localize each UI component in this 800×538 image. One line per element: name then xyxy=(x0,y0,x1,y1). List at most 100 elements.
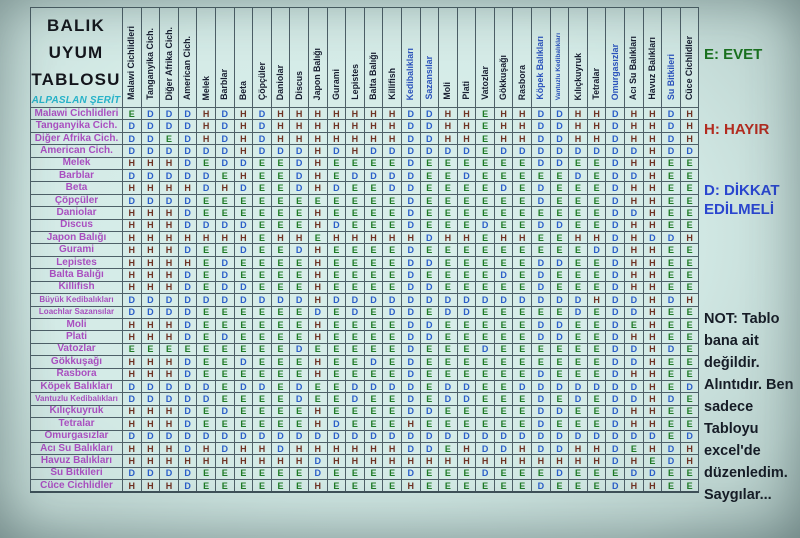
matrix-cell: E xyxy=(419,379,440,394)
matrix-cell: H xyxy=(363,454,384,468)
col-header-label: Acı Su Balıkları xyxy=(628,35,639,100)
matrix-cell: E xyxy=(345,156,365,171)
col-header-label: Daniolar xyxy=(275,64,286,100)
matrix-cell: E xyxy=(233,330,254,344)
matrix-cell: E xyxy=(419,305,440,319)
matrix-cell: D xyxy=(196,379,216,394)
matrix-cell: E xyxy=(586,466,607,481)
matrix-cell: D xyxy=(177,293,198,307)
matrix-cell: E xyxy=(382,193,402,208)
matrix-cell: E xyxy=(512,218,533,233)
matrix-cell: E xyxy=(289,367,309,381)
matrix-cell: E xyxy=(493,466,514,481)
matrix-cell: E xyxy=(456,330,477,344)
matrix-cell: E xyxy=(512,342,533,357)
col-header-label: Su Bitkileri xyxy=(665,54,676,100)
matrix-cell: H xyxy=(233,454,254,468)
matrix-cell: H xyxy=(512,231,533,245)
matrix-cell: D xyxy=(177,243,198,257)
matrix-cell: E xyxy=(326,355,347,369)
matrix-cell: E xyxy=(214,169,235,183)
matrix-cell: E xyxy=(419,243,440,257)
matrix-cell: D xyxy=(605,144,626,158)
matrix-cell: E xyxy=(382,280,402,295)
col-header-label: Tetralar xyxy=(591,68,602,100)
matrix-cell: H xyxy=(307,255,328,270)
matrix-cell: E xyxy=(568,317,588,332)
matrix-cell: D xyxy=(605,479,626,494)
matrix-cell: H xyxy=(307,280,328,295)
col-header-3: Diğer Afrika Cich. xyxy=(159,7,179,108)
matrix-cell: E xyxy=(233,268,254,282)
matrix-cell: E xyxy=(661,156,681,171)
matrix-cell: D xyxy=(605,441,626,456)
matrix-cell: H xyxy=(642,330,663,344)
col-header-label: Discus xyxy=(293,71,304,100)
matrix-cell: H xyxy=(196,441,216,456)
matrix-cell: E xyxy=(419,156,440,171)
matrix-cell: H xyxy=(140,231,161,245)
matrix-cell: E xyxy=(568,280,588,295)
col-header-25: Kılıçkuyruk xyxy=(568,7,588,108)
matrix-cell: H xyxy=(159,404,179,419)
matrix-cell: H xyxy=(122,255,142,270)
matrix-cell: D xyxy=(177,330,198,344)
matrix-cell: E xyxy=(419,355,440,369)
table-title: BALIK UYUM TABLOSU ALPASLAN ŞERİT xyxy=(30,6,122,106)
matrix-cell: H xyxy=(438,106,458,121)
matrix-cell: E xyxy=(326,206,347,220)
matrix-cell: E xyxy=(586,367,607,381)
matrix-cell: D xyxy=(419,144,440,158)
matrix-cell: H xyxy=(326,131,347,146)
matrix-cell: H xyxy=(624,479,644,494)
matrix-cell: E xyxy=(475,144,495,158)
matrix-cell: E xyxy=(568,355,588,369)
col-header-label: Gökkuşağı xyxy=(498,55,509,100)
matrix-cell: E xyxy=(549,479,570,494)
matrix-cell: E xyxy=(382,342,402,357)
matrix-cell: H xyxy=(568,454,588,468)
matrix-cell: E xyxy=(661,280,681,295)
matrix-cell: D xyxy=(568,293,588,307)
matrix-cell: E xyxy=(475,119,495,133)
matrix-cell: D xyxy=(605,454,626,468)
matrix-cell: D xyxy=(214,255,235,270)
matrix-cell: E xyxy=(214,379,235,394)
matrix-cell: E xyxy=(289,466,309,481)
matrix-cell: D xyxy=(214,144,235,158)
matrix-cell: D xyxy=(605,355,626,369)
matrix-cell: E xyxy=(568,181,588,195)
matrix-cell: H xyxy=(159,355,179,369)
matrix-cell: E xyxy=(661,255,681,270)
matrix-cell: D xyxy=(531,479,551,494)
matrix-cell: H xyxy=(140,404,161,419)
matrix-cell: E xyxy=(661,466,681,481)
matrix-cell: E xyxy=(326,330,347,344)
matrix-cell: E xyxy=(624,317,644,332)
matrix-cell: H xyxy=(345,119,365,133)
matrix-cell: E xyxy=(270,466,291,481)
matrix-cell: E xyxy=(512,466,533,481)
matrix-cell: E xyxy=(345,206,365,220)
matrix-cell: D xyxy=(363,429,384,443)
table-row: Daniolar H H H D E E E E E E H E E E E D E E E E E E E E E E D D H E E xyxy=(30,206,700,220)
matrix-cell: D xyxy=(363,169,384,183)
matrix-cell: H xyxy=(214,181,235,195)
matrix-cell: E xyxy=(326,268,347,282)
matrix-cell: H xyxy=(549,454,570,468)
matrix-cell: E xyxy=(438,243,458,257)
matrix-cell: E xyxy=(661,268,681,282)
matrix-cell: E xyxy=(568,193,588,208)
matrix-cell: D xyxy=(177,367,198,381)
matrix-cell: D xyxy=(289,169,309,183)
matrix-cell: E xyxy=(586,169,607,183)
matrix-cell: D xyxy=(140,169,161,183)
matrix-cell: D xyxy=(196,181,216,195)
matrix-cell: E xyxy=(196,330,216,344)
matrix-cell: H xyxy=(456,441,477,456)
matrix-cell: H xyxy=(122,441,142,456)
matrix-cell: H xyxy=(642,131,663,146)
matrix-cell: D xyxy=(568,305,588,319)
matrix-cell: H xyxy=(382,441,402,456)
